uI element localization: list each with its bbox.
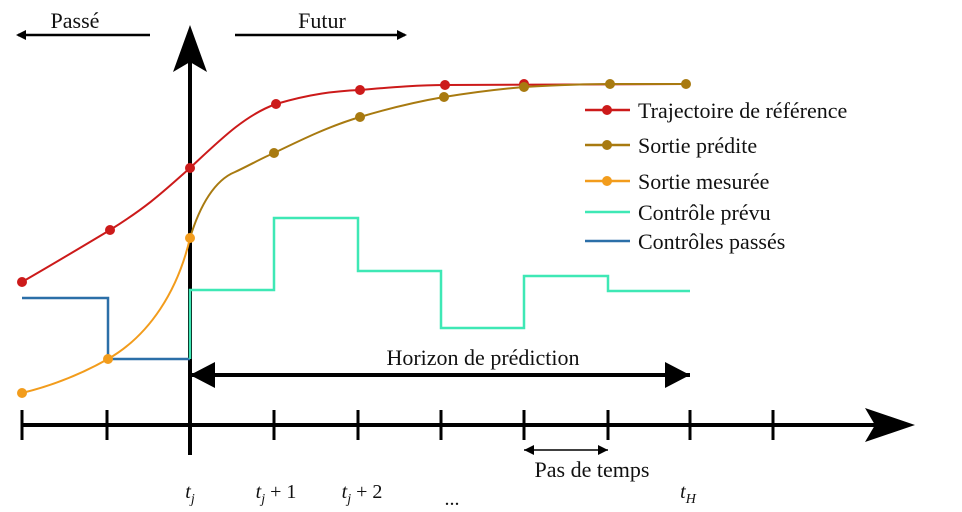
planned-control (188, 216, 690, 359)
tick-var: t (256, 481, 262, 503)
tick-label: ... (445, 488, 460, 510)
time-axis-arrow (865, 408, 915, 442)
measured-output (21, 237, 191, 394)
tick-sub: H (685, 492, 697, 507)
predicted-points (269, 79, 691, 158)
tick-label: tH (680, 481, 697, 507)
predicted-output (189, 83, 686, 239)
legend-entry: Sortie prédite (638, 133, 757, 158)
step-label: Pas de temps (535, 457, 650, 482)
horizon-label: Horizon de prédiction (386, 345, 579, 370)
measured-points (17, 233, 195, 398)
legend-entry: Sortie mesurée (638, 169, 769, 194)
future-label: Futur (298, 8, 346, 33)
tick-label: tj (185, 481, 195, 507)
reference-trajectory (21, 83, 687, 283)
tick-label: tj + 1 (256, 481, 297, 507)
tick-var: t (185, 481, 191, 503)
tick-marks (20, 410, 775, 440)
tick-rest: + 2 (351, 481, 382, 503)
step-arrowheads (524, 445, 608, 455)
past-controls (22, 296, 190, 361)
tick-sub: j (189, 492, 195, 507)
legend-entry: Trajectoire de référence (638, 98, 847, 123)
tick-var: t (342, 481, 348, 503)
legend-entry: Contrôles passés (638, 229, 785, 254)
legend-entry: Contrôle prévu (638, 200, 771, 225)
now-axis-arrow (173, 25, 207, 72)
tick-var: t (680, 481, 686, 503)
legend (585, 105, 630, 243)
past-label: Passé (51, 8, 100, 33)
tick-sub: j (259, 492, 265, 507)
tick-sub: j (345, 492, 351, 507)
tick-label: tj + 2 (342, 481, 383, 507)
tick-rest: + 1 (265, 481, 296, 503)
